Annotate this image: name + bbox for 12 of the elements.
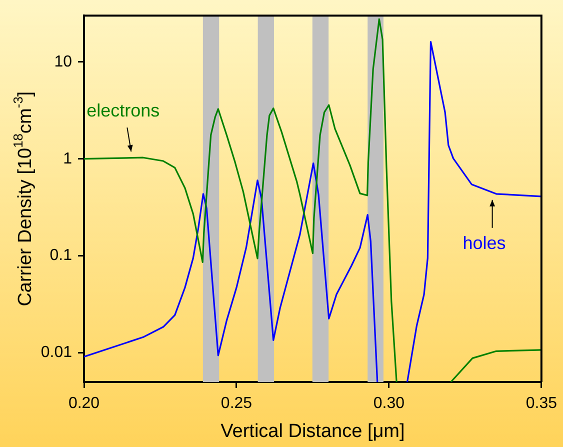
x-tick-label: 0.25 [220,395,252,412]
x-tick-label: 0.30 [373,395,405,412]
y-tick-label: 1 [63,150,72,168]
x-tick-label: 0.35 [526,395,558,412]
y-tick-label: 10 [54,53,72,70]
y-axis-title: Carrier Density [1018cm-3] [10,91,36,306]
y-tick-label: 0.1 [50,247,72,264]
text: electrons [86,100,160,121]
x-axis-title: Vertical Distance [μm] [220,420,405,442]
x-tick-label: 0.20 [68,395,100,412]
y-tick-label: 0.01 [40,344,72,362]
series-label: holes [462,232,506,253]
